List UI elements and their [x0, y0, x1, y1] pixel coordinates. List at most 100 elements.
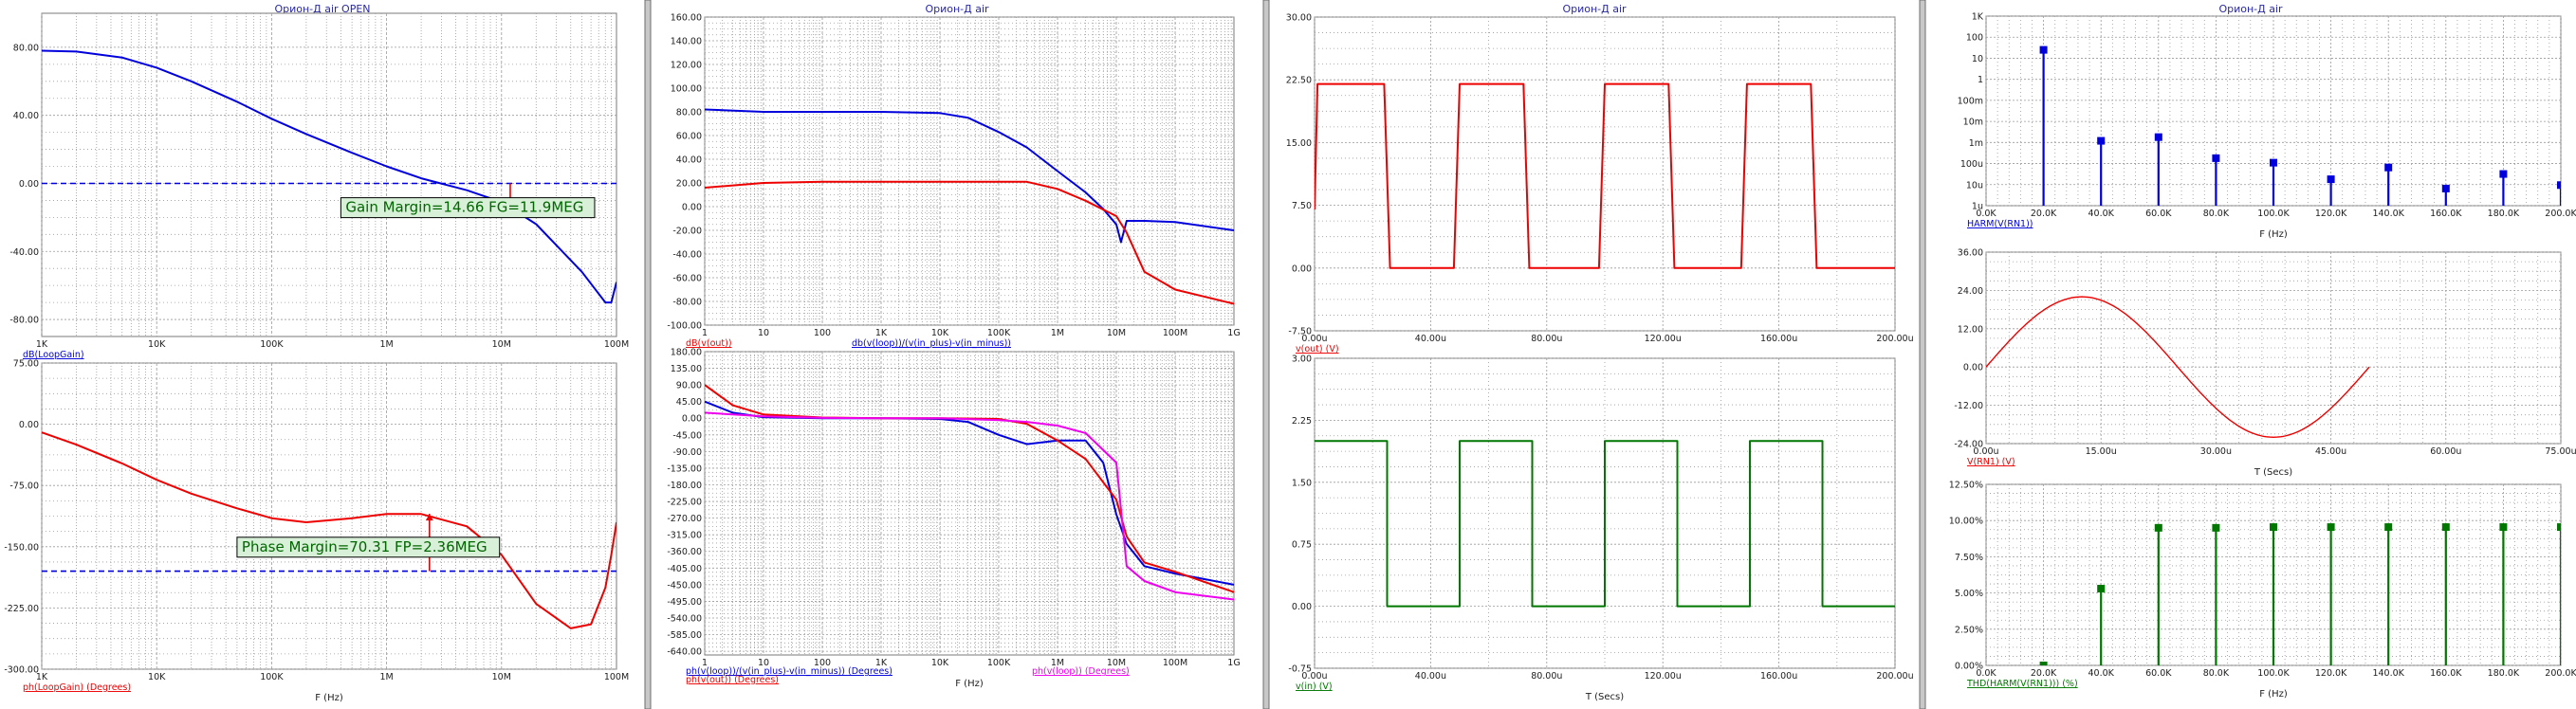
y-tick-label: 135.00 — [671, 364, 702, 374]
x-tick-label: 15.00u — [2086, 446, 2117, 457]
y-tick-label: 1K — [1972, 12, 1984, 23]
x-tick-label: 100.0K — [2257, 668, 2290, 679]
harmonic-marker — [2384, 163, 2393, 172]
x-tick-label: 10M — [1107, 658, 1126, 668]
margin-readout: Gain Margin=14.66 FG=11.9MEG — [345, 199, 583, 216]
grid — [41, 362, 616, 670]
plot-area — [704, 351, 1235, 656]
x-tick-label: 160.0K — [2430, 209, 2462, 219]
x-tick-label: 1 — [702, 328, 708, 338]
chart-3-2: -0.75 0.00 0.75 1.50 2.25 3.00 0.00u 40.00u 80.0… — [1288, 354, 1913, 703]
x-tick-label: 100M — [604, 339, 629, 350]
trace-label: ph(v(loop))/(v(in_plus)-v(in_minus)) (De… — [686, 666, 892, 677]
y-tick-label: -180.00 — [667, 481, 702, 491]
y-tick-label: -540.00 — [667, 613, 702, 624]
x-tick-label: 100M — [1163, 328, 1187, 338]
chart-3-1: -7.50 0.00 7.50 15.00 22.50 30.00 0.00u 40.00u 8… — [1286, 13, 1914, 355]
data-layer — [705, 384, 1234, 601]
series-line-magenta — [705, 411, 1234, 601]
y-tick-label: 100u — [1960, 159, 1983, 170]
y-tick-label: 10 — [1972, 54, 1983, 64]
x-tick-label: 10M — [492, 672, 511, 682]
y-tick-label: 10.00% — [1949, 517, 1983, 527]
y-tick-label: -225.00 — [4, 604, 39, 614]
y-tick-label: -300.00 — [4, 665, 39, 676]
x-tick-label: 180.0K — [2488, 668, 2520, 679]
x-tick-label: 1K — [36, 672, 48, 682]
x-tick-label: 1G — [1227, 328, 1240, 338]
x-tick-label: 40.0K — [2088, 209, 2115, 219]
plot-area — [41, 362, 617, 670]
y-tick-label: 7.50 — [1292, 201, 1312, 211]
harmonic-marker — [2557, 523, 2561, 532]
sine-trace — [1986, 296, 2370, 439]
grid — [704, 351, 1234, 655]
plot-area — [41, 12, 617, 337]
x-tick-label: 60.0K — [2145, 209, 2172, 219]
y-tick-label: -45.00 — [672, 430, 702, 441]
x-tick-label: 10M — [1107, 328, 1126, 338]
y-tick-label: 10m — [1963, 118, 1983, 128]
series-line-green — [1315, 440, 1895, 608]
plot-area — [704, 16, 1235, 326]
series-line-red — [1315, 82, 1895, 269]
x-tick-label: 1M — [1051, 328, 1064, 338]
margin-readout-box — [340, 197, 596, 219]
data-layer — [42, 49, 616, 304]
x-tick-label: 120.0K — [2315, 209, 2347, 219]
chart-1-2: -300.00 -225.00 -150.00 -75.00 0.00 75.00 1K 10… — [4, 359, 629, 704]
y-tick-label: 22.50 — [1286, 76, 1312, 86]
trace-label: v(in) (V) — [1296, 682, 1333, 692]
y-tick-label: 5.00% — [1955, 589, 1983, 599]
series-line-red — [705, 180, 1234, 305]
x-tick-label: 40.00u — [1415, 671, 1446, 682]
y-tick-label: -90.00 — [672, 447, 702, 458]
y-tick-label: 0.00 — [1292, 602, 1312, 612]
x-tick-label: 160.0K — [2430, 668, 2462, 679]
x-tick-label: 0.00u — [1301, 671, 1327, 682]
x-tick-label: 1M — [379, 339, 393, 350]
harmonic-marker — [2212, 154, 2220, 162]
trace-label: dB(v(out)) — [686, 338, 732, 349]
x-tick-label: 60.0K — [2145, 668, 2172, 679]
x-tick-label: 160.00u — [1760, 334, 1797, 344]
x-tick-label: 100M — [604, 672, 629, 682]
x-tick-label: 1M — [379, 672, 393, 682]
y-tick-label: 1m — [1969, 138, 1983, 149]
y-tick-label: 36.00 — [1958, 248, 1983, 259]
margin-readout: Phase Margin=70.31 FP=2.36MEG — [242, 538, 488, 555]
y-tick-label: 160.00 — [671, 13, 702, 24]
x-tick-label: 10K — [148, 672, 166, 682]
y-tick-label: -0.75 — [1288, 664, 1312, 675]
y-tick-label: 80.00 — [676, 108, 702, 118]
y-tick-label: 3.00 — [1292, 354, 1312, 365]
x-axis-label: F (Hz) — [2259, 689, 2288, 700]
x-tick-label: 100 — [814, 658, 831, 668]
x-tick-label: 180.0K — [2488, 209, 2520, 219]
grid — [704, 16, 1234, 326]
x-tick-label: 80.00u — [1531, 671, 1562, 682]
harmonic-marker — [2327, 175, 2335, 184]
chart-2-2: -640.00 -585.00 -540.00 -495.00 -450.00 -405.… — [667, 348, 1240, 690]
x-tick-label: 1K — [875, 658, 888, 668]
x-tick-label: 10M — [492, 339, 511, 350]
x-tick-label: 200.0K — [2545, 209, 2576, 219]
x-tick-label: 200.00u — [1876, 671, 1913, 682]
y-tick-label: -60.00 — [672, 274, 702, 284]
y-tick-label: 0.00 — [19, 420, 39, 430]
x-tick-label: 1 — [702, 658, 708, 668]
y-tick-label: 0.00 — [682, 203, 702, 213]
x-tick-label: 120.00u — [1645, 334, 1682, 344]
y-tick-label: -135.00 — [667, 464, 702, 474]
harmonic-marker — [2384, 523, 2393, 532]
x-axis-label: F (Hz) — [955, 679, 984, 689]
y-tick-label: 12.50% — [1949, 481, 1983, 491]
y-tick-label: 24.00 — [1958, 286, 1983, 297]
harmonic-marker — [2097, 585, 2106, 593]
y-tick-label: 2.50% — [1955, 625, 1983, 635]
y-tick-label: -225.00 — [667, 498, 702, 508]
x-tick-label: 100K — [260, 339, 284, 350]
data-layer — [2039, 45, 2561, 206]
harmonic-marker — [2212, 523, 2220, 532]
x-tick-label: 100.0K — [2257, 209, 2290, 219]
